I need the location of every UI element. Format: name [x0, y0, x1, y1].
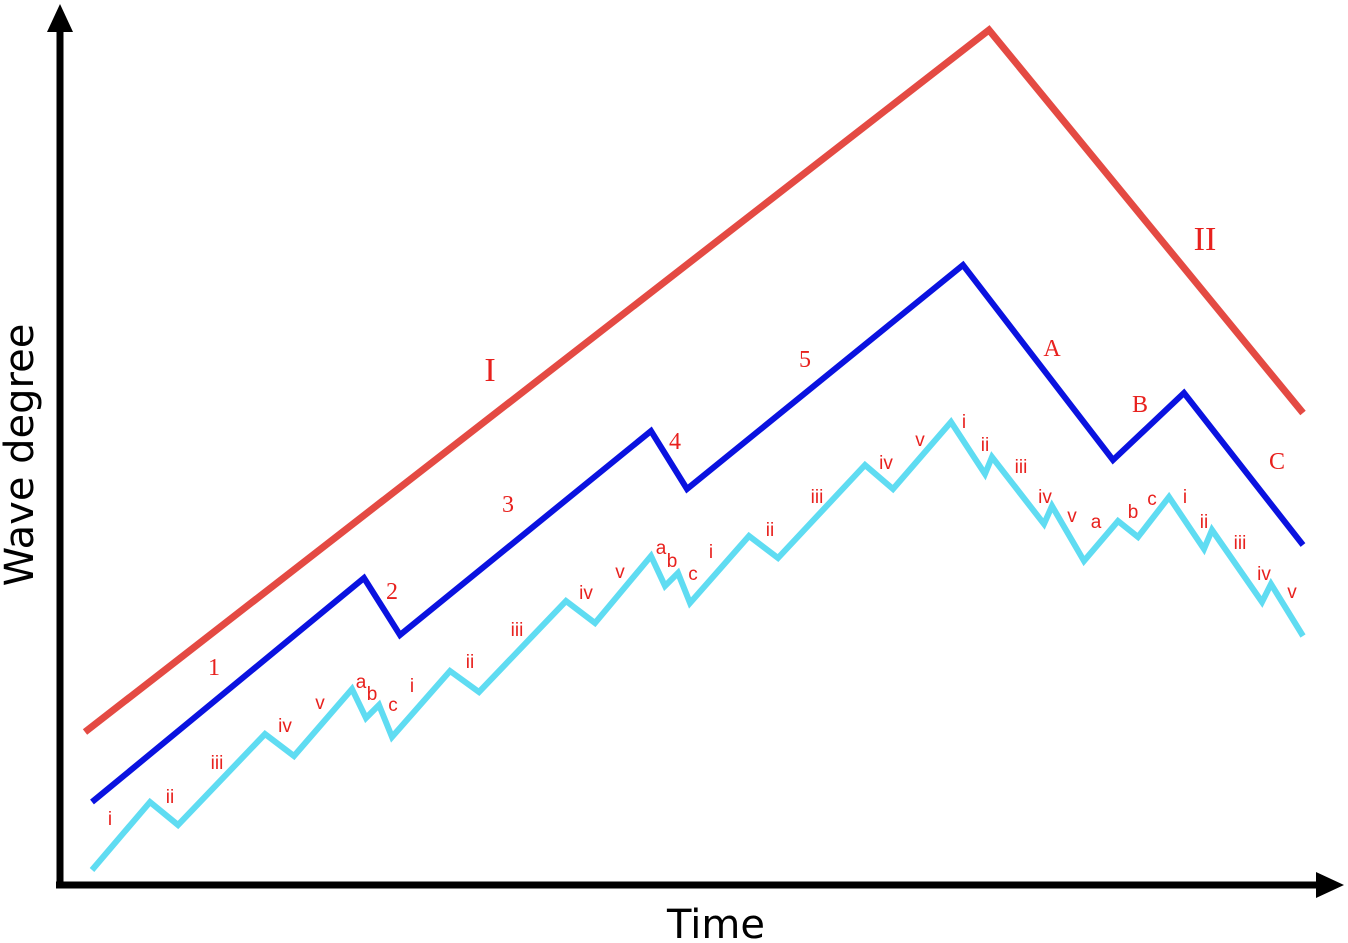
intermediate-label-1: 1	[208, 655, 220, 681]
minor-label: b	[1128, 502, 1139, 523]
minor-label: c	[1147, 489, 1157, 510]
minor-label: ii	[466, 652, 474, 673]
minor-label: iii	[211, 753, 224, 774]
minor-label: iv	[879, 453, 893, 474]
minor-label: ii	[1200, 512, 1208, 533]
x-axis-arrowhead	[1316, 872, 1344, 898]
minor-label: iv	[278, 716, 292, 737]
minor-label: ii	[981, 435, 989, 456]
intermediate-labels: 1 2 3 4 5 A B C	[208, 336, 1285, 681]
minor-label: iv	[1038, 487, 1052, 508]
minor-label: c	[688, 564, 698, 585]
intermediate-label-2: 2	[386, 579, 398, 605]
minor-label: i	[962, 412, 966, 433]
minor-label: v	[1287, 582, 1297, 603]
minor-label: i	[410, 676, 414, 697]
y-axis-arrowhead	[47, 4, 73, 32]
minor-label: b	[367, 684, 378, 705]
minor-label: ii	[166, 787, 174, 808]
primary-label-I: I	[484, 352, 495, 389]
minor-label: iv	[1257, 564, 1271, 585]
axes: Time Wave degree	[0, 4, 1344, 943]
minor-label: i	[1183, 487, 1187, 508]
minor-label: iii	[811, 487, 824, 508]
minor-label: v	[1067, 506, 1077, 527]
minor-label: ii	[766, 520, 774, 541]
y-axis-label: Wave degree	[0, 324, 43, 587]
minor-label: v	[915, 430, 925, 451]
minor-label: a	[1091, 512, 1102, 533]
minor-label: iii	[1234, 533, 1247, 554]
intermediate-label-A: A	[1043, 336, 1061, 362]
x-axis-label: Time	[666, 902, 765, 943]
primary-wave-line	[82, 25, 1306, 735]
minor-label: i	[108, 809, 112, 830]
minor-labels: i ii iii iv v a b c i ii iii iv v a b c …	[108, 412, 1297, 830]
intermediate-label-4: 4	[669, 429, 681, 455]
primary-labels: I II	[484, 221, 1216, 389]
minor-label: b	[667, 551, 678, 572]
minor-wave-line	[89, 417, 1306, 872]
intermediate-label-B: B	[1132, 392, 1148, 418]
minor-label: c	[388, 695, 398, 716]
intermediate-label-5: 5	[799, 347, 811, 373]
minor-label: a	[356, 672, 367, 693]
minor-label: i	[709, 542, 713, 563]
primary-label-II: II	[1194, 221, 1217, 258]
intermediate-label-3: 3	[502, 492, 514, 518]
minor-label: a	[656, 538, 667, 559]
minor-label: iii	[511, 620, 524, 641]
minor-label: iii	[1015, 457, 1028, 478]
intermediate-label-C: C	[1269, 449, 1285, 475]
intermediate-wave-line	[90, 260, 1306, 805]
minor-label: iv	[579, 583, 593, 604]
minor-label: v	[315, 693, 325, 714]
minor-label: v	[615, 562, 625, 583]
